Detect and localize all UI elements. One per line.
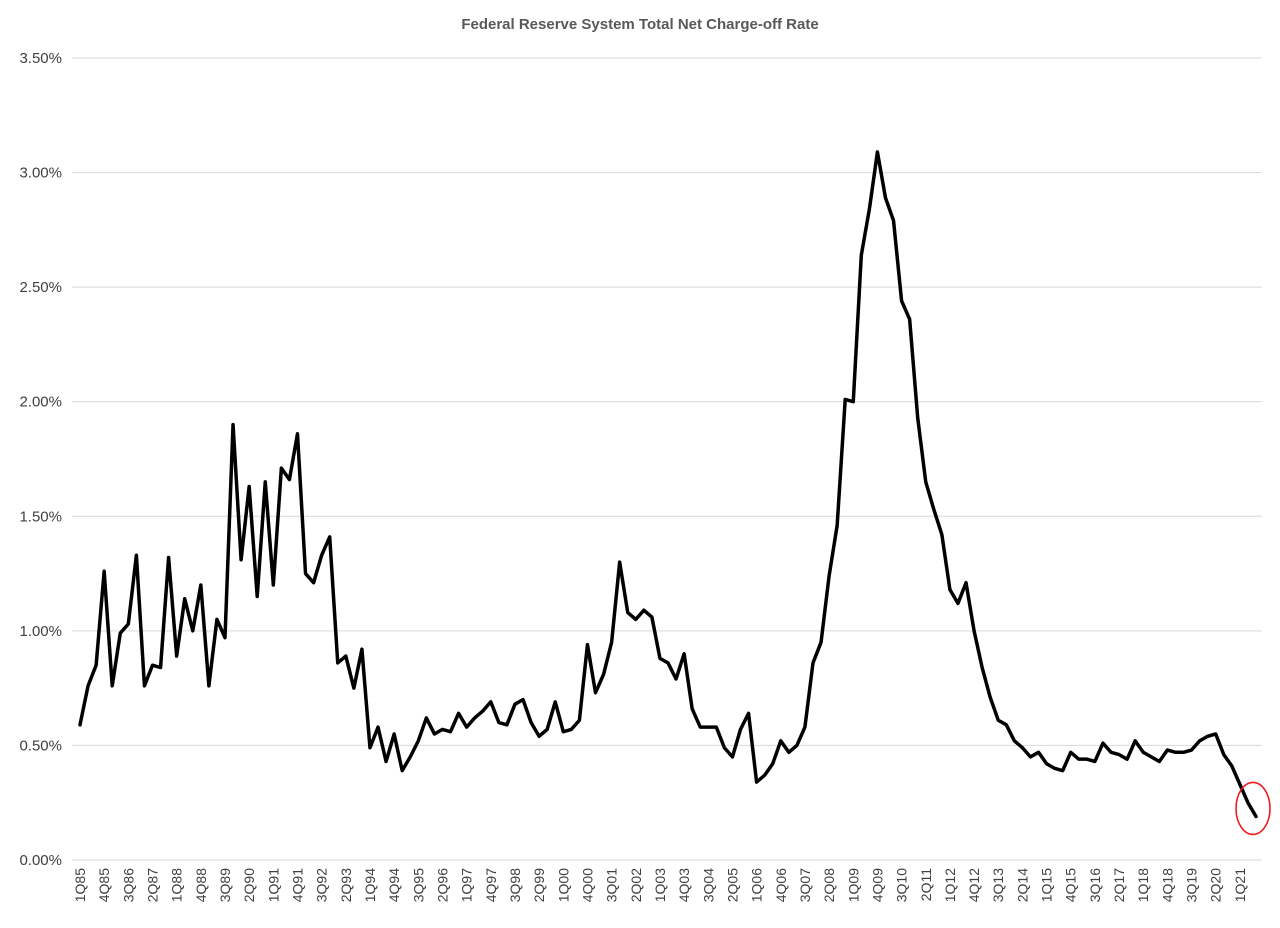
x-tick-label: 1Q94 [362, 868, 378, 902]
x-tick-label: 1Q06 [749, 868, 765, 902]
gridlines [72, 57, 1262, 746]
x-tick-label: 1Q09 [845, 868, 861, 902]
x-tick-label: 3Q01 [604, 868, 620, 902]
x-axis-tick-labels: 1Q85 4Q85 3Q86 2Q87 1Q88 4Q88 3Q89 2Q90 1Q91 4Q91… [72, 868, 1248, 902]
y-tick-label: 2.50% [19, 279, 62, 296]
x-tick-label: 3Q07 [797, 868, 813, 902]
highlight-group [1235, 781, 1271, 836]
y-axis-tick-labels: 0.00% 0.50% 1.00% 1.50% 2.00% 2.50% 3.00% 3.50% [19, 50, 62, 869]
x-tick-label: 1Q91 [265, 868, 281, 902]
y-tick-label: 0.00% [19, 852, 62, 869]
x-tick-label: 4Q12 [966, 868, 982, 902]
highlight-circle [1235, 781, 1271, 836]
chart-title: Federal Reserve System Total Net Charge-… [461, 16, 819, 33]
x-tick-label: 4Q91 [289, 868, 305, 902]
x-tick-label: 2Q20 [1208, 868, 1224, 902]
x-tick-label: 2Q05 [724, 868, 740, 902]
x-tick-label: 2Q17 [1111, 868, 1127, 902]
x-tick-label: 3Q86 [120, 868, 136, 902]
x-tick-label: 2Q93 [338, 868, 354, 902]
x-tick-label: 4Q09 [869, 868, 885, 902]
x-tick-label: 3Q89 [217, 868, 233, 902]
x-tick-label: 2Q87 [144, 868, 160, 902]
x-tick-label: 2Q90 [241, 868, 257, 902]
y-tick-label: 1.00% [19, 623, 62, 640]
x-tick-label: 3Q19 [1184, 868, 1200, 902]
y-tick-label: 2.00% [19, 394, 62, 411]
x-tick-label: 2Q96 [434, 868, 450, 902]
x-tick-label: 3Q16 [1087, 868, 1103, 902]
x-tick-label: 1Q97 [459, 868, 475, 902]
x-tick-label: 4Q15 [1063, 868, 1079, 902]
series-line [78, 150, 1258, 819]
x-tick-label: 1Q18 [1135, 868, 1151, 902]
y-tick-label: 3.00% [19, 165, 62, 182]
x-tick-label: 4Q18 [1159, 868, 1175, 902]
x-tick-label: 1Q88 [169, 868, 185, 902]
x-tick-label: 4Q06 [773, 868, 789, 902]
x-tick-label: 3Q13 [990, 868, 1006, 902]
y-tick-label: 3.50% [19, 50, 62, 67]
x-tick-label: 4Q85 [96, 868, 112, 902]
x-tick-label: 2Q11 [918, 868, 934, 901]
x-tick-label: 3Q95 [410, 868, 426, 902]
x-tick-label: 4Q94 [386, 868, 402, 902]
x-tick-label: 1Q00 [555, 868, 571, 902]
x-tick-label: 1Q03 [652, 868, 668, 902]
y-tick-label: 1.50% [19, 508, 62, 525]
series-group [78, 150, 1258, 819]
y-tick-label: 0.50% [19, 737, 62, 754]
x-tick-label: 2Q08 [821, 868, 837, 902]
x-tick-label: 3Q98 [507, 868, 523, 902]
x-tick-label: 3Q92 [314, 868, 330, 902]
x-tick-label: 1Q85 [72, 868, 88, 902]
x-tick-label: 2Q99 [531, 868, 547, 902]
x-tick-label: 1Q15 [1039, 868, 1055, 902]
x-tick-label: 4Q97 [483, 868, 499, 902]
x-tick-label: 2Q14 [1014, 868, 1030, 902]
x-tick-label: 3Q10 [894, 868, 910, 902]
x-tick-label: 2Q02 [628, 868, 644, 902]
x-tick-label: 4Q00 [579, 868, 595, 902]
x-tick-label: 1Q21 [1232, 868, 1248, 902]
x-tick-label: 3Q04 [700, 868, 716, 902]
x-tick-label: 1Q12 [942, 868, 958, 902]
x-tick-label: 4Q88 [193, 868, 209, 902]
x-tick-label: 4Q03 [676, 868, 692, 902]
